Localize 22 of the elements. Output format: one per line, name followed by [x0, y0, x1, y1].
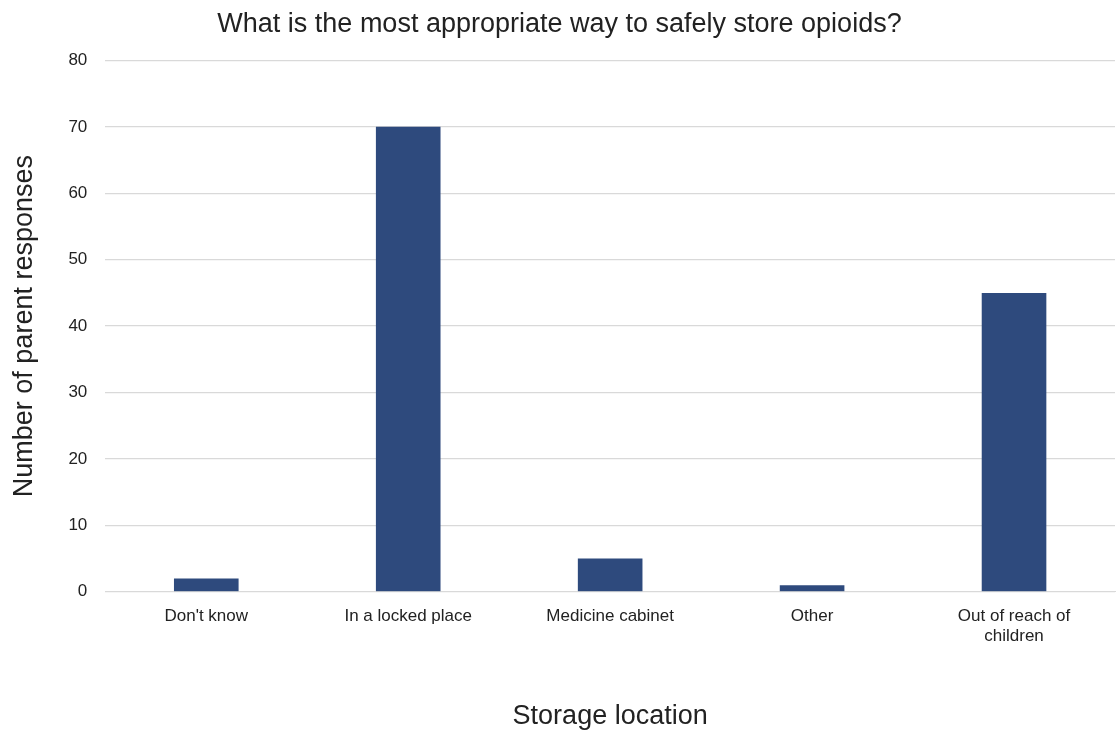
bar	[981, 292, 1047, 592]
bar	[577, 558, 643, 592]
y-tick-label: 70	[68, 116, 88, 136]
x-tick-label: Don't know	[164, 605, 249, 625]
bar	[173, 578, 239, 592]
x-tick-label: Out of reach of children	[957, 605, 1071, 646]
y-tick-label: 30	[68, 382, 88, 402]
bar	[779, 585, 845, 592]
y-tick-label: 10	[68, 515, 88, 535]
y-tick-label: 40	[68, 315, 88, 335]
y-tick-label: 60	[68, 182, 88, 202]
chart-title: What is the most appropriate way to safely store opioids?	[217, 7, 902, 38]
x-tick-label: In a locked place	[344, 605, 473, 625]
y-tick-label: 50	[68, 249, 88, 269]
bar	[375, 126, 441, 592]
y-tick-label: 0	[77, 581, 88, 601]
y-tick-label: 20	[68, 448, 88, 468]
y-axis-title: Number of parent responses	[7, 155, 38, 498]
x-axis-title: Storage location	[512, 700, 708, 731]
x-tick-label: Other	[790, 605, 834, 625]
y-tick-label: 80	[68, 50, 88, 70]
x-tick-label: Medicine cabinet	[546, 605, 675, 625]
